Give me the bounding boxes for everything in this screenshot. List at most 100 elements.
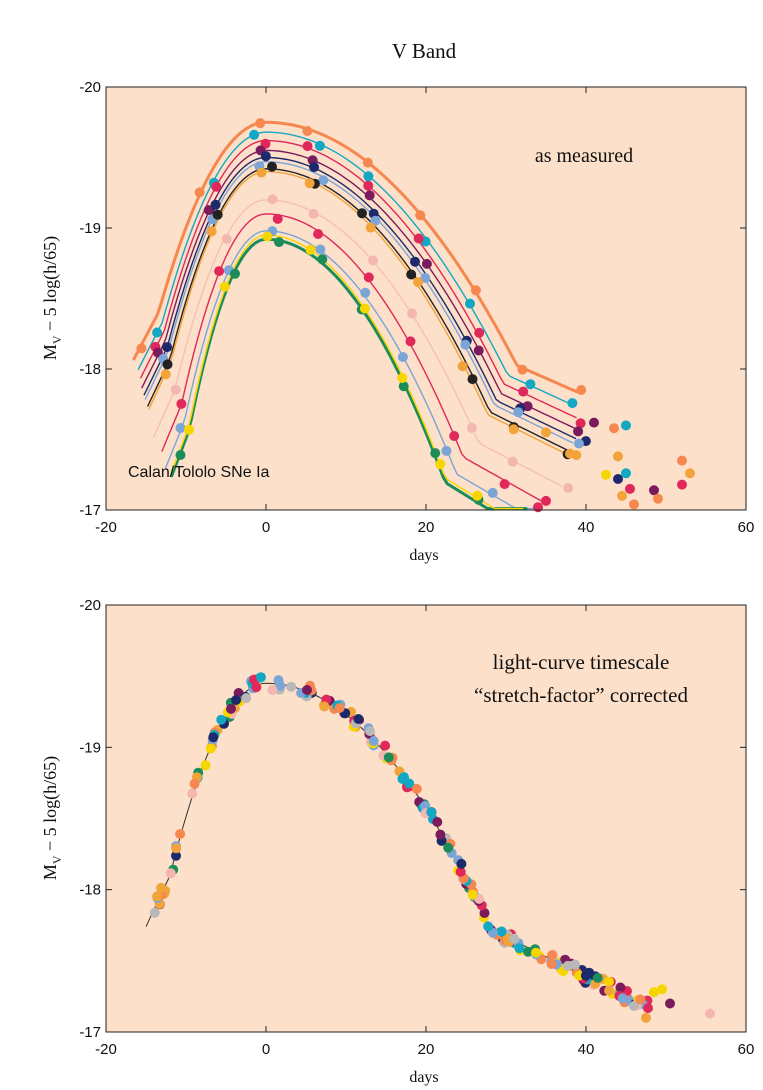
bottom-data-point <box>149 907 160 918</box>
top-data-point <box>260 151 271 162</box>
bottom-data-point <box>368 736 379 746</box>
top-data-point <box>541 427 551 438</box>
bottom-data-point <box>443 842 454 853</box>
bottom-data-point <box>580 970 591 981</box>
bottom-data-point <box>420 800 431 811</box>
bottom-x-tick-label: 40 <box>578 1041 595 1058</box>
top-data-point <box>360 287 371 298</box>
top-x-axis: -20 0 20 40 60 <box>95 87 754 536</box>
bottom-data-point <box>483 921 494 932</box>
bottom-data-point <box>629 1001 639 1011</box>
top-data-point <box>206 226 217 237</box>
top-data-point <box>413 277 424 288</box>
top-data-point <box>621 468 631 479</box>
bottom-data-point <box>509 933 520 944</box>
bottom-y-tick-label: -19 <box>79 739 101 756</box>
top-x-tick-label: 20 <box>418 519 435 536</box>
top-data-point <box>576 385 587 395</box>
top-data-point <box>267 161 277 172</box>
bottom-data-point <box>604 976 614 987</box>
top-data-point <box>541 495 551 506</box>
top-data-point <box>565 448 575 459</box>
top-y-tick-label: -19 <box>79 220 101 237</box>
bottom-data-point <box>649 987 659 998</box>
top-y-tick-label: -18 <box>79 361 101 378</box>
top-x-tick-label: 40 <box>578 519 595 536</box>
top-data-point <box>629 499 639 510</box>
top-data-point <box>267 194 278 205</box>
bottom-data-point <box>334 703 345 713</box>
bottom-data-point <box>404 778 415 789</box>
top-data-point <box>176 398 187 409</box>
top-data-point <box>413 233 424 244</box>
top-data-point <box>430 448 441 459</box>
top-data-point <box>194 187 205 198</box>
bottom-data-point <box>241 693 252 704</box>
top-data-point <box>474 327 485 338</box>
bottom-data-point <box>426 807 437 818</box>
bottom-data-point <box>171 843 182 854</box>
top-data-point <box>613 474 623 484</box>
top-annotation: as measured <box>535 145 633 167</box>
top-data-point <box>415 210 426 221</box>
bottom-data-point <box>231 695 242 705</box>
top-series-curve <box>139 139 577 419</box>
bottom-data-point <box>175 829 186 839</box>
bottom-y-axis-label: MV − 5 log(h/65) <box>40 756 64 880</box>
top-data-point <box>363 272 374 283</box>
bottom-y-axis: -20 -19 -18 -17 <box>79 597 746 1041</box>
top-data-point <box>219 281 230 292</box>
top-data-point <box>457 361 468 372</box>
top-data-point <box>302 126 313 136</box>
bottom-data-point <box>705 1008 715 1019</box>
bottom-data-point <box>208 732 219 743</box>
bottom-y-tick-label: -18 <box>79 882 101 899</box>
bottom-y-tick-label: -20 <box>79 597 101 614</box>
bottom-data-point <box>251 682 262 693</box>
top-data-point <box>136 343 147 354</box>
top-data-point <box>170 384 181 395</box>
bottom-annotation-line1: light-curve timescale <box>493 650 670 674</box>
top-data-point <box>589 417 599 428</box>
top-data-point <box>573 426 584 437</box>
top-data-point <box>410 256 420 267</box>
bottom-data-point <box>171 850 181 861</box>
top-data-point <box>649 485 659 496</box>
top-data-point <box>162 359 173 370</box>
top-data-point <box>575 418 586 429</box>
top-data-point <box>609 423 619 434</box>
top-y-axis: -20 -19 -18 -17 <box>79 79 746 519</box>
bottom-data-point <box>547 950 558 961</box>
top-data-point <box>305 244 316 255</box>
top-data-point <box>230 268 240 279</box>
top-data-point <box>617 490 627 501</box>
bottom-data-point <box>435 829 446 840</box>
top-data-point <box>449 431 460 441</box>
bottom-data-point <box>302 685 312 695</box>
bottom-data-point <box>635 994 646 1005</box>
top-data-point <box>214 266 225 277</box>
top-data-point <box>397 352 408 362</box>
top-data-point <box>211 181 222 192</box>
bottom-data-point <box>216 714 227 725</box>
top-data-point <box>313 229 324 239</box>
bottom-data-point <box>200 760 211 771</box>
top-data-point <box>621 420 631 431</box>
top-data-point <box>175 423 186 433</box>
top-chart-panel: -20 0 20 40 60 -20 -19 -18 -17 as measured Cala… <box>40 79 754 564</box>
top-data-point <box>685 468 695 479</box>
top-data-point <box>525 379 536 390</box>
top-data-point <box>362 157 373 168</box>
top-data-point <box>256 167 267 178</box>
bottom-data-point <box>604 985 615 996</box>
top-data-point <box>368 255 379 266</box>
top-x-tick-label: -20 <box>95 519 117 536</box>
top-x-axis-label: days <box>409 547 438 564</box>
top-data-point <box>363 171 374 182</box>
top-data-point <box>272 213 283 224</box>
top-data-point <box>162 342 173 353</box>
bottom-data-point <box>152 891 163 902</box>
bottom-data-point <box>275 680 286 691</box>
top-data-point <box>677 455 687 466</box>
